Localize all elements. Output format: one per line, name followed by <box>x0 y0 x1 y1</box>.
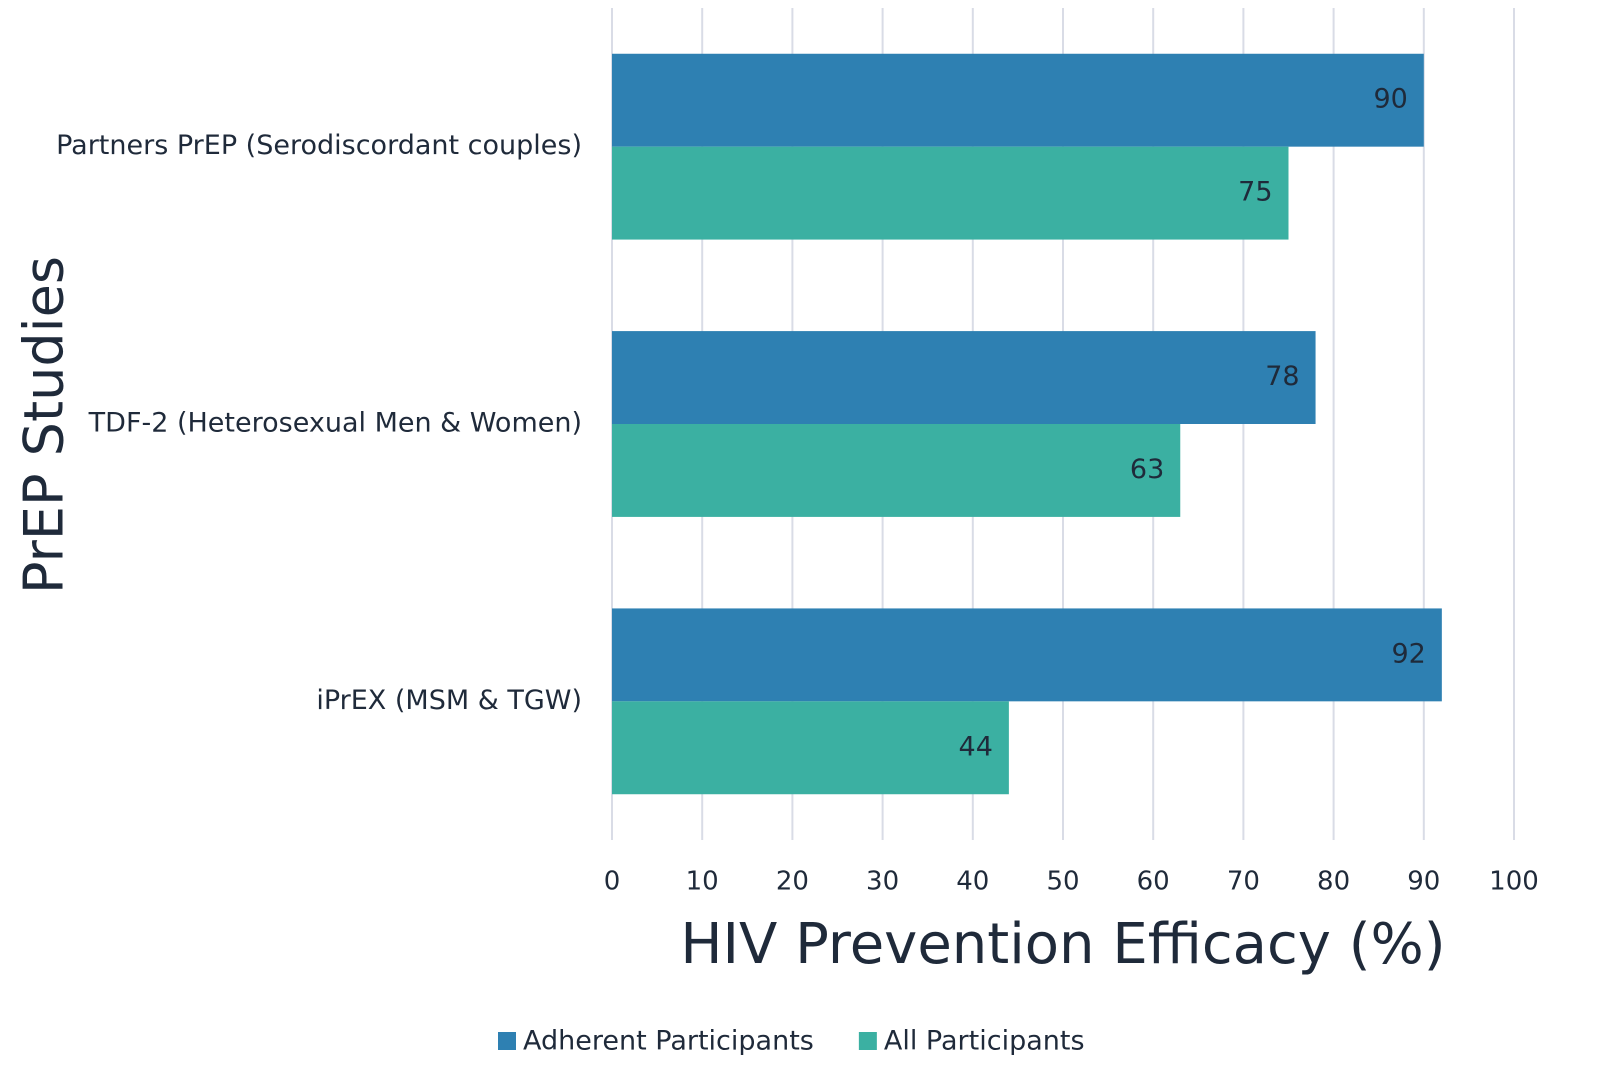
x-tick-label: 10 <box>686 867 719 897</box>
x-tick-label: 70 <box>1227 867 1260 897</box>
x-tick-label: 30 <box>866 867 899 897</box>
y-tick-label: Partners PrEP (Serodiscordant couples) <box>56 130 582 161</box>
data-label: 63 <box>1130 454 1164 485</box>
x-tick-label: 20 <box>776 867 809 897</box>
y-axis-title: PrEP Studies <box>13 256 76 594</box>
x-tick-label: 40 <box>956 867 989 897</box>
y-tick-label: iPrEX (MSM & TGW) <box>316 685 582 716</box>
bar <box>612 53 1424 147</box>
x-tick-label: 100 <box>1489 867 1539 897</box>
legend-label: Adherent Participants <box>523 1026 814 1057</box>
data-label: 44 <box>959 731 993 762</box>
data-label: 75 <box>1238 177 1272 208</box>
x-tick-label: 80 <box>1317 867 1350 897</box>
bar <box>612 608 1442 702</box>
data-label: 92 <box>1391 638 1425 669</box>
x-tick-label: 60 <box>1137 867 1170 897</box>
data-label: 78 <box>1265 361 1299 392</box>
x-tick-label: 0 <box>604 867 621 897</box>
legend-swatch <box>858 1032 877 1050</box>
bar <box>612 331 1316 424</box>
x-tick-label: 50 <box>1046 867 1079 897</box>
legend-swatch <box>498 1032 516 1050</box>
legend-label: All Participants <box>884 1026 1085 1057</box>
bar <box>612 146 1289 240</box>
x-tick-label: 90 <box>1407 867 1440 897</box>
data-label: 90 <box>1373 84 1407 115</box>
bar <box>612 424 1181 517</box>
y-tick-label: TDF-2 (Heterosexual Men & Women) <box>88 408 582 439</box>
x-axis-title: HIV Prevention Efficacy (%) <box>680 912 1445 977</box>
bar <box>612 701 1009 795</box>
